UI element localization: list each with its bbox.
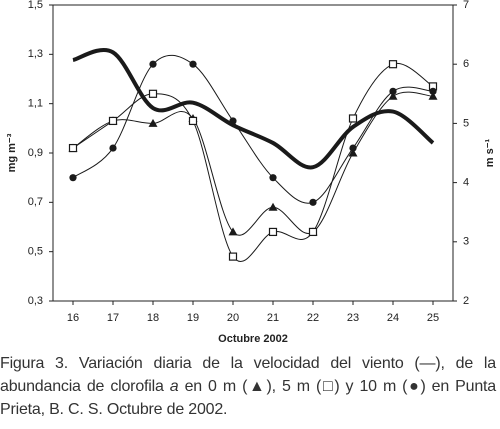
marker-triangle [428,91,438,100]
marker-square [228,252,238,261]
x-tick-label: 17 [107,312,119,324]
x-tick-label: 19 [187,312,199,324]
y2-tick-label: 2 [463,295,469,307]
x-tick-label: 22 [307,312,319,324]
marker-square [188,116,198,126]
plot-frame [52,4,454,302]
series-line [72,54,434,204]
x-tick-label: 21 [267,312,279,324]
y2-tick-label: 7 [463,0,469,11]
y2-tick-label: 3 [463,236,469,248]
marker-circle [309,198,317,206]
marker-circle [389,87,397,95]
x-axis-label: Octubre 2002 [218,333,288,345]
marker-circle [69,174,77,182]
x-tick-label: 24 [387,312,399,324]
marker-circle [269,174,277,182]
marker-square [388,60,398,69]
marker-triangle [268,202,278,211]
marker-square [68,143,78,153]
marker-circle [229,117,237,125]
y-tick-label: 1,1 [28,98,43,110]
y2-tick-label: 5 [463,117,469,129]
y-tick-label: 0,3 [28,295,43,307]
y-tick-label: 1,3 [28,48,43,60]
marker-square [308,227,318,237]
marker-square [268,227,278,237]
marker-triangle [388,91,398,100]
marker-square [148,89,158,98]
caption-text: en 0 m (▲), 5 m (□) y 10 m (●) en Punta … [0,378,496,418]
series-line [72,62,434,262]
caption: Figura 3. Variación diaria de la velocid… [0,352,496,421]
y2-axis-label: m s⁻¹ [484,138,496,167]
y-tick-label: 0,7 [28,196,43,208]
x-tick-label: 20 [227,312,239,324]
x-tick-label: 25 [427,312,439,324]
marker-circle [429,87,437,95]
marker-circle [189,60,197,68]
x-tick-label: 16 [67,312,79,324]
y-axis-label: mg m⁻³ [6,133,18,172]
x-tick-label: 18 [147,312,159,324]
y2-tick-label: 6 [463,58,469,70]
series-line [72,91,434,236]
marker-triangle [348,148,358,157]
y-tick-label: 0,9 [28,147,43,159]
marker-circle [349,144,357,152]
marker-circle [149,60,157,68]
series-line [72,48,435,170]
marker-triangle [148,118,158,127]
marker-circle [109,144,117,152]
chart: Octubre 2002 mg m⁻³ m s⁻¹ 0,3 0,5 0,7 0,9 1,… [6,0,496,345]
y-tick-label: 0,5 [28,246,43,258]
x-tick-label: 23 [347,312,359,324]
y2-tick-label: 4 [463,177,469,189]
marker-square [348,114,358,123]
caption-italic: a [169,378,179,395]
marker-triangle [228,227,238,236]
marker-square [108,116,118,126]
caption-text: Figura 3. Variación diaria de la velocid… [0,355,496,395]
y-tick-label: 1,5 [28,0,43,11]
